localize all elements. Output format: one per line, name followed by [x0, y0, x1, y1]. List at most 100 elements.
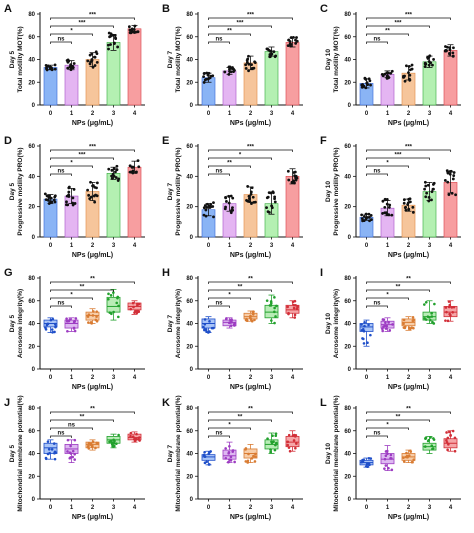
significance-bracket: [366, 281, 451, 284]
data-point: [293, 174, 297, 178]
data-point: [447, 443, 450, 446]
data-point: [117, 315, 120, 319]
data-point: [411, 315, 415, 319]
data-point: [290, 180, 294, 184]
data-point: [365, 215, 369, 219]
data-point: [108, 440, 111, 444]
data-point: [381, 74, 385, 78]
data-point: [53, 457, 57, 461]
significance-bracket: [208, 41, 230, 44]
data-point: [251, 313, 255, 316]
data-point: [46, 440, 50, 443]
data-point: [72, 187, 76, 191]
data-point: [266, 437, 269, 440]
y-axis-label: Acrosome integrity(%): [17, 289, 24, 358]
data-point: [107, 167, 111, 171]
data-point: [89, 180, 92, 184]
data-point: [273, 321, 276, 325]
data-point: [69, 452, 73, 455]
data-point: [444, 45, 447, 48]
data-point: [405, 451, 408, 455]
data-point: [227, 321, 231, 325]
y-tick-label: 40: [28, 174, 35, 180]
data-point: [265, 206, 268, 210]
data-point: [402, 460, 406, 463]
significance-label: ***: [247, 13, 255, 19]
data-point: [452, 46, 455, 50]
data-point: [66, 329, 69, 333]
data-point: [53, 451, 56, 455]
data-point: [412, 458, 415, 462]
panel-letter: A: [4, 3, 12, 15]
y-axis-label: Total motility MOT(%): [333, 26, 340, 92]
data-point: [446, 180, 450, 184]
x-tick-label: 0: [207, 505, 211, 511]
data-point: [65, 203, 68, 207]
data-point: [266, 195, 270, 199]
data-point: [424, 195, 428, 199]
data-point: [362, 84, 366, 88]
y-axis-label: Acrosome integrity(%): [333, 289, 340, 358]
bar: [422, 61, 437, 106]
significance-bracket: [208, 427, 251, 430]
data-point: [115, 168, 119, 172]
data-point: [427, 438, 431, 442]
data-point: [423, 317, 426, 320]
data-point: [52, 442, 56, 445]
data-point: [430, 315, 434, 318]
data-point: [95, 319, 99, 323]
data-point: [267, 191, 271, 195]
data-point: [362, 337, 365, 341]
data-point: [450, 306, 454, 309]
data-point: [232, 67, 235, 71]
x-tick-label: 0: [207, 243, 211, 249]
data-point: [49, 66, 53, 69]
data-point: [452, 171, 456, 174]
data-point: [424, 184, 428, 188]
x-tick-label: 0: [207, 111, 211, 117]
data-point: [69, 444, 72, 448]
data-point: [88, 53, 92, 57]
data-point: [265, 299, 269, 302]
data-point: [132, 30, 135, 34]
data-point: [253, 460, 257, 463]
data-point: [294, 41, 298, 45]
data-point: [387, 466, 390, 470]
data-point: [451, 177, 455, 181]
data-point: [363, 320, 366, 324]
y-tick-label: 40: [344, 322, 351, 328]
x-tick-label: 0: [365, 505, 369, 511]
significance-label: ns: [215, 169, 223, 175]
data-point: [87, 193, 91, 197]
data-point: [402, 322, 405, 326]
data-point: [445, 439, 448, 442]
x-tick-label: 2: [249, 505, 253, 511]
box: [359, 323, 374, 332]
significance-bracket: [50, 297, 93, 300]
y-tick-label: 40: [28, 452, 35, 458]
y-tick-label: 60: [344, 35, 351, 41]
data-point: [446, 436, 450, 440]
y-tick-label: 40: [344, 174, 351, 180]
data-point: [295, 36, 298, 39]
x-axis-label: NPs (μg/mL): [72, 252, 113, 259]
data-point: [72, 327, 76, 330]
data-point: [273, 310, 276, 314]
data-point: [224, 205, 227, 209]
y-tick-label: 80: [186, 12, 193, 18]
data-point: [94, 446, 97, 450]
data-point: [245, 318, 248, 321]
data-point: [451, 54, 455, 58]
data-point: [86, 188, 89, 192]
y-tick-label: 0: [32, 235, 36, 241]
significance-label: ns: [373, 169, 381, 175]
data-point: [86, 59, 90, 63]
y-axis-day-label: Day 5: [9, 50, 16, 68]
data-point: [250, 63, 253, 67]
y-tick-label: 40: [28, 322, 35, 328]
data-point: [293, 299, 297, 303]
x-tick-label: 4: [449, 505, 453, 511]
panel-letter: I: [320, 267, 323, 279]
data-point: [362, 329, 366, 333]
